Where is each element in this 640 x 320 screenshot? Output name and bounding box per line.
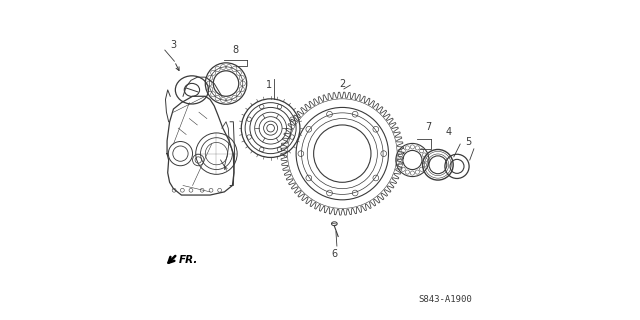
Text: 1: 1 xyxy=(266,80,272,90)
Text: 4: 4 xyxy=(446,127,452,137)
Text: 5: 5 xyxy=(466,138,472,148)
Text: 7: 7 xyxy=(425,122,431,132)
Text: 3: 3 xyxy=(170,40,177,50)
Text: 8: 8 xyxy=(232,45,239,55)
Text: 6: 6 xyxy=(332,249,337,259)
Text: S843-A1900: S843-A1900 xyxy=(419,295,472,304)
Text: 2: 2 xyxy=(339,78,346,89)
Text: FR.: FR. xyxy=(179,255,198,265)
